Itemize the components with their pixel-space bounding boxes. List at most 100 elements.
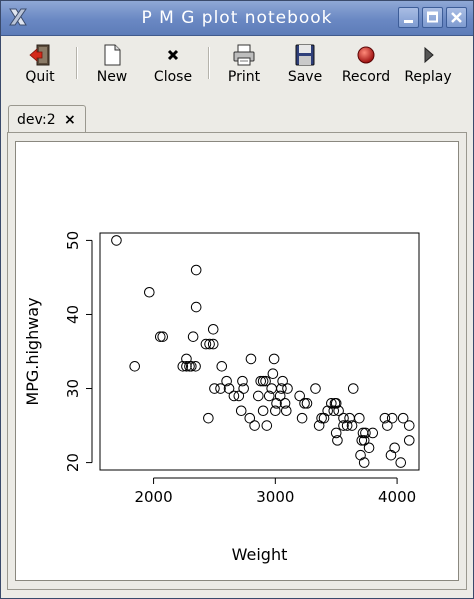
data-point xyxy=(328,405,340,417)
data-point xyxy=(382,420,393,431)
data-point xyxy=(385,449,397,461)
data-point xyxy=(395,457,407,468)
minimize-icon xyxy=(404,20,413,23)
title-bar[interactable]: P M G plot notebook xyxy=(1,1,473,36)
data-point xyxy=(363,442,375,454)
notebook-tab-bar: dev:2 × xyxy=(2,93,472,135)
data-point xyxy=(249,420,260,431)
data-point xyxy=(403,420,415,431)
data-point xyxy=(276,383,287,394)
data-point xyxy=(223,383,235,394)
data-point xyxy=(386,412,398,424)
y-tick-label: 20 xyxy=(64,453,82,472)
plot-canvas: 2000 3000 4000 20 30 40 50 Weight MPG.highway xyxy=(15,141,459,581)
new-button[interactable]: New xyxy=(84,43,140,89)
x-tick-label: 4000 xyxy=(378,488,416,506)
data-point xyxy=(207,323,219,335)
maximize-icon xyxy=(427,11,438,23)
window-title: P M G plot notebook xyxy=(141,8,333,28)
record-icon xyxy=(357,46,375,64)
quit-label: Quit xyxy=(25,69,55,85)
data-point xyxy=(263,390,275,402)
data-point xyxy=(261,420,273,431)
data-point xyxy=(267,368,279,380)
data-point xyxy=(154,331,166,342)
data-point xyxy=(228,390,240,402)
data-point xyxy=(209,383,220,394)
data-point xyxy=(279,398,291,409)
data-point xyxy=(341,420,353,431)
minimize-button[interactable] xyxy=(398,7,419,28)
toolbar-separator xyxy=(208,47,210,79)
data-point xyxy=(389,442,400,454)
data-point xyxy=(301,398,313,409)
data-point xyxy=(310,383,321,394)
data-point xyxy=(111,235,122,246)
x-tick-label: 2000 xyxy=(134,488,172,506)
data-point xyxy=(245,353,257,365)
data-point xyxy=(268,353,280,365)
data-point xyxy=(338,420,349,431)
y-tick-label: 50 xyxy=(64,231,82,250)
save-button[interactable]: Save xyxy=(277,43,333,89)
tab-dev2[interactable]: dev:2 × xyxy=(8,105,86,135)
plot-box xyxy=(99,232,420,471)
data-point xyxy=(244,412,256,424)
close-window-button[interactable] xyxy=(446,7,467,28)
data-point xyxy=(354,412,365,424)
data-point xyxy=(257,375,269,387)
data-point xyxy=(355,449,366,461)
data-point xyxy=(200,338,212,350)
data-point xyxy=(190,301,202,313)
close-label: Close xyxy=(153,69,193,85)
y-tick-label: 40 xyxy=(64,305,82,324)
data-point xyxy=(257,405,269,417)
replay-label: Replay xyxy=(404,69,452,85)
x-axis-label: Weight xyxy=(232,545,288,564)
data-point xyxy=(237,375,248,387)
maximize-button[interactable] xyxy=(422,7,443,28)
data-point xyxy=(277,375,288,387)
data-point xyxy=(190,264,202,276)
data-point xyxy=(203,412,214,424)
data-point xyxy=(270,405,281,417)
x-window-icon[interactable] xyxy=(8,7,28,27)
data-point xyxy=(252,390,264,402)
data-point xyxy=(280,405,292,417)
printer-icon xyxy=(233,44,255,66)
data-point xyxy=(144,286,155,298)
data-point xyxy=(204,338,215,350)
data-point xyxy=(367,427,379,439)
tab-close-icon[interactable]: × xyxy=(64,112,76,128)
data-point xyxy=(360,427,371,439)
close-button[interactable]: Close xyxy=(145,43,201,89)
data-point xyxy=(333,405,344,417)
data-point xyxy=(358,435,370,446)
data-point xyxy=(313,420,325,431)
record-label: Record xyxy=(341,69,391,85)
data-point xyxy=(403,435,415,446)
data-point xyxy=(238,383,249,394)
data-point xyxy=(187,331,199,342)
print-button[interactable]: Print xyxy=(216,43,272,89)
data-point xyxy=(157,331,169,342)
data-point xyxy=(332,435,343,446)
replay-button[interactable]: Replay xyxy=(398,43,458,89)
data-point xyxy=(190,361,201,372)
save-label: Save xyxy=(287,69,323,85)
data-point xyxy=(282,383,293,394)
data-point xyxy=(294,390,305,402)
y-tick-label: 30 xyxy=(64,379,82,398)
play-icon xyxy=(424,46,434,64)
y-axis-label: MPG.highway xyxy=(23,297,42,405)
new-label: New xyxy=(96,69,128,85)
data-point xyxy=(235,405,247,417)
data-point xyxy=(397,412,409,424)
data-point xyxy=(260,375,271,387)
quit-button[interactable]: Quit xyxy=(12,43,68,89)
floppy-disk-icon xyxy=(295,44,315,66)
x-tick-label: 3000 xyxy=(256,488,294,506)
data-point xyxy=(221,375,232,387)
record-button[interactable]: Record xyxy=(335,43,397,89)
data-point xyxy=(207,338,219,350)
